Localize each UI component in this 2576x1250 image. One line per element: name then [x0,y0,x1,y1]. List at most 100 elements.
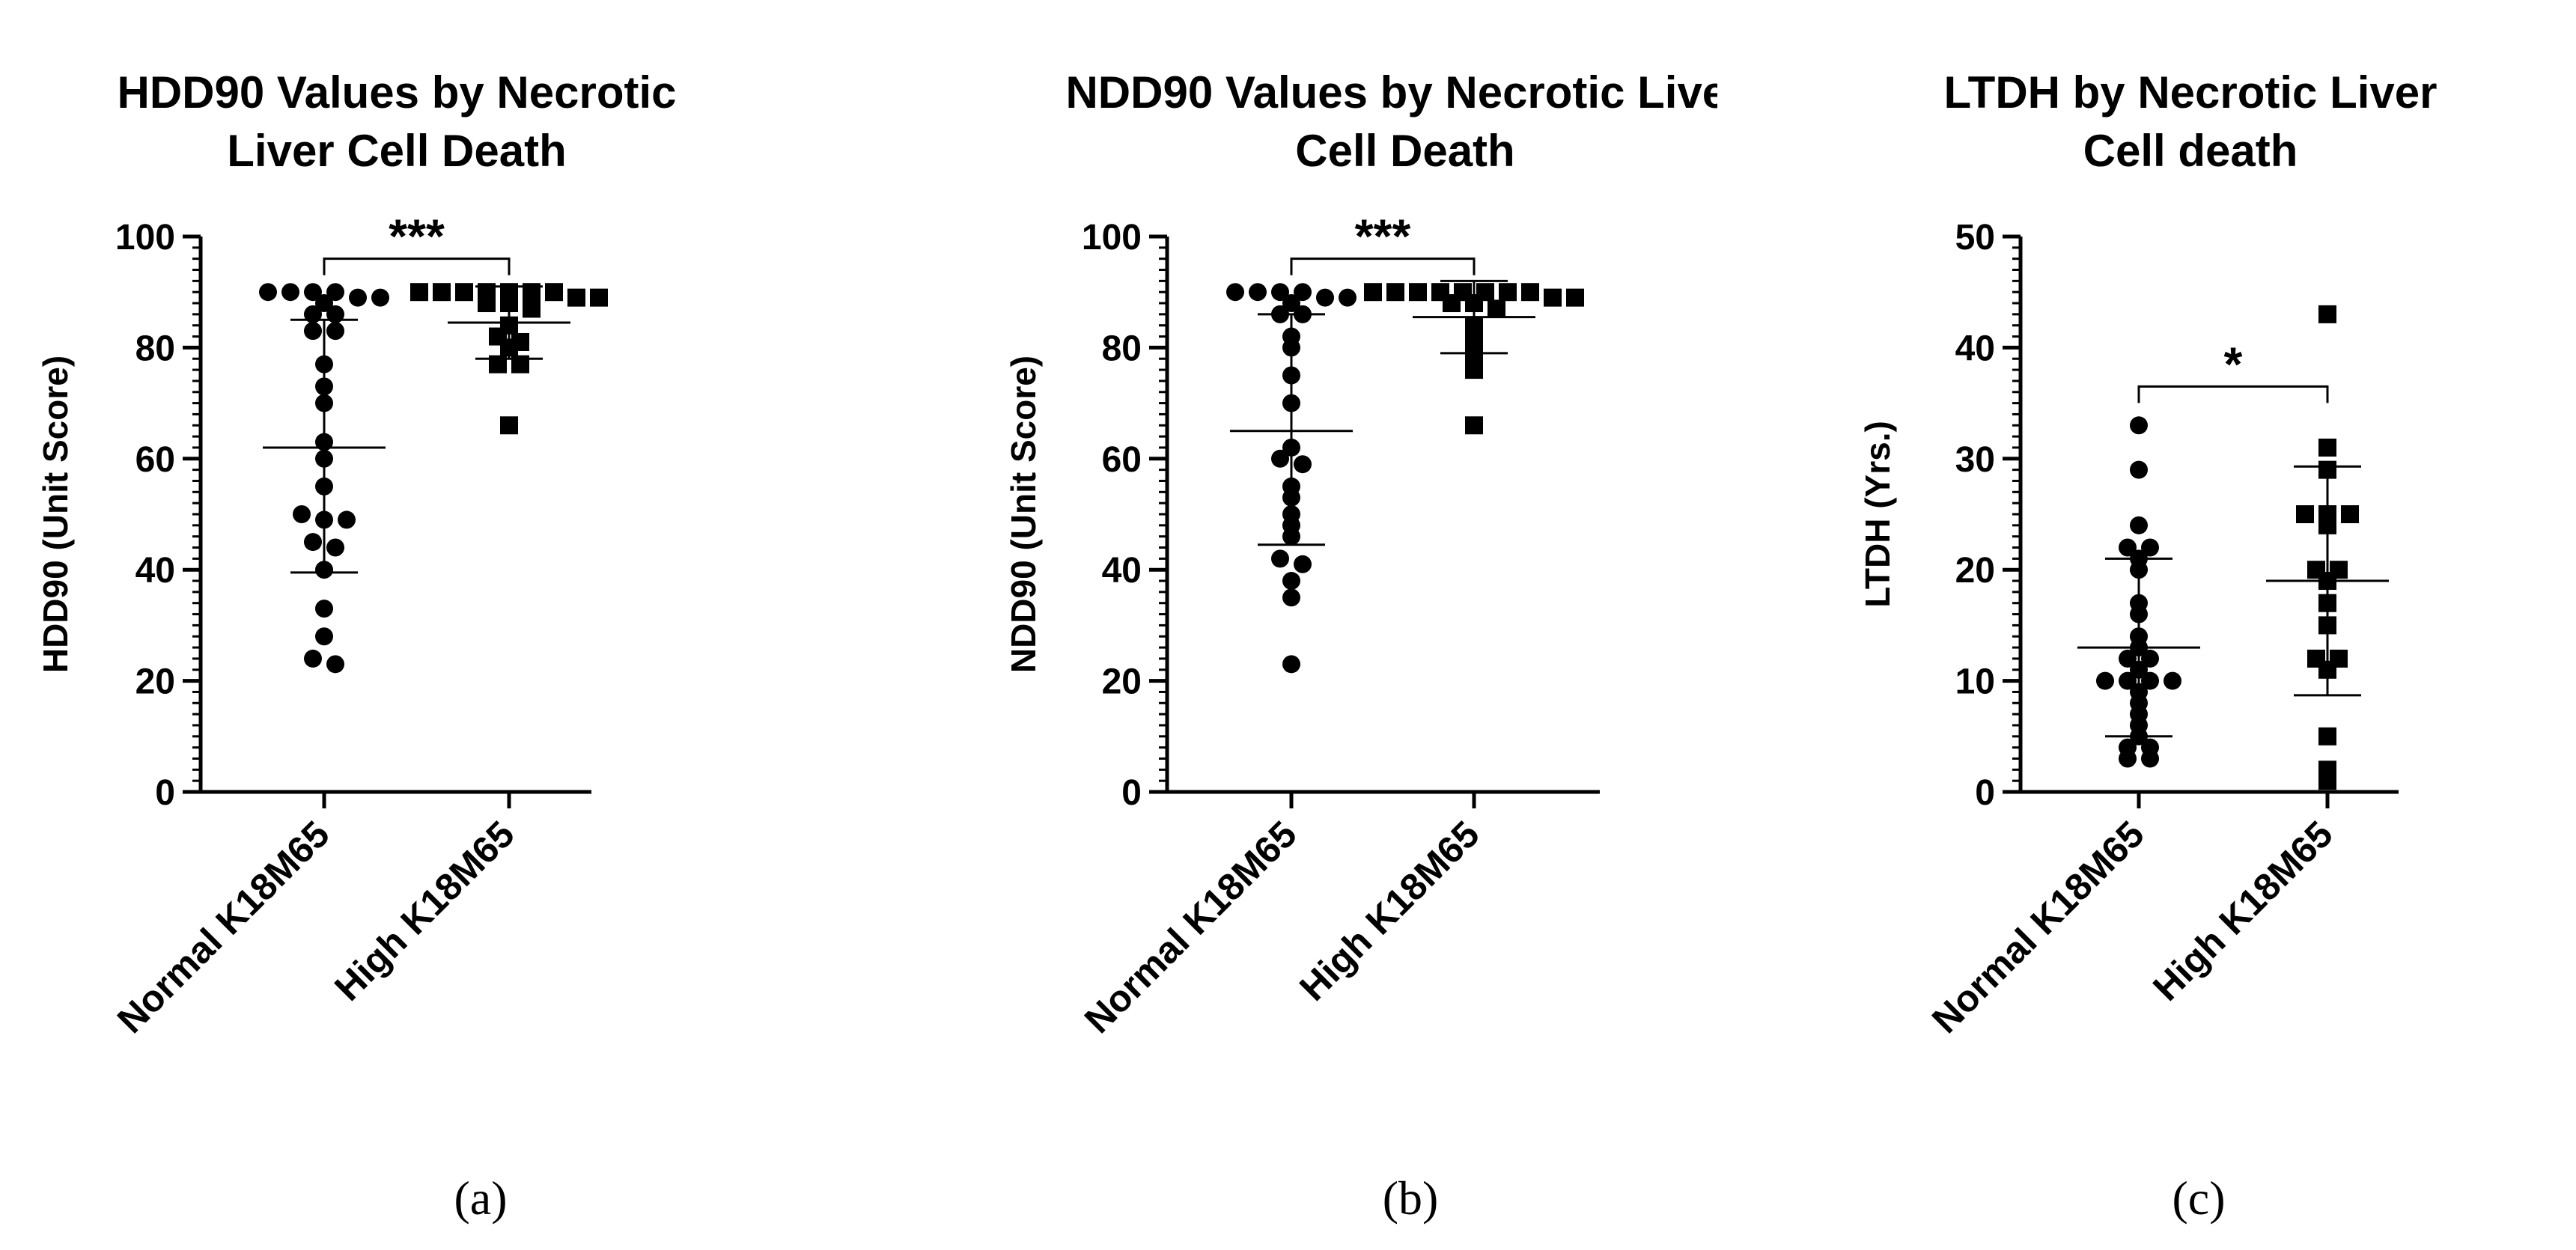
x-category-label: High K18M65 [2145,813,2341,1009]
data-point-square [1521,283,1539,302]
y-axis-label: HDD90 (Unit Score) [36,356,75,673]
y-tick-label: 0 [1121,773,1142,813]
y-tick-label: 40 [1102,551,1142,591]
data-point-square [2296,505,2314,523]
y-tick-label: 100 [1082,218,1142,257]
data-point-circle [304,649,322,668]
data-point-circle [2119,649,2137,668]
y-tick-label: 50 [1955,218,1995,257]
data-point-circle [2141,671,2159,690]
y-tick-label: 100 [115,218,175,257]
significance-marker: *** [389,210,445,263]
y-axis-label: NDD90 (Unit Score) [1004,356,1043,673]
data-point-square [478,294,496,313]
data-point-circle [1294,283,1312,302]
significance-bracket [1290,257,1476,275]
data-point-circle [326,322,344,341]
data-point-circle [315,600,333,618]
data-point-circle [338,510,356,529]
chart-title-line: LTDH by Necrotic Liver [1943,67,2437,118]
data-point-square [567,288,585,307]
y-axis-label: LTDH (Yrs.) [1858,421,1897,608]
data-point-square [1488,299,1505,318]
chart-title-line: Cell Death [1295,126,1514,176]
y-tick-label: 30 [1955,440,1995,480]
data-point-circle [2096,671,2114,690]
data-point-square [2318,438,2336,457]
data-point-circle [326,283,344,302]
data-point-square [1499,283,1517,302]
panel-caption: (c) [2172,1171,2225,1225]
data-point-circle [2141,538,2159,557]
panel-b: NDD90 Values by Necrotic Liver Cell Death… [859,0,1717,1250]
data-point-circle [1339,288,1356,307]
data-point-circle [2119,538,2137,557]
data-point-square [1364,283,1382,302]
y-tick-label: 60 [1102,440,1142,480]
data-point-circle [1282,655,1300,674]
data-point-circle [259,283,277,302]
data-point-circle [1271,283,1289,302]
data-point-circle [1271,549,1289,568]
data-point-circle [1249,283,1267,302]
chart-title-line: Cell death [2083,126,2298,176]
data-point-circle [371,288,389,307]
data-point-circle [2130,416,2148,435]
data-point-circle [2130,460,2148,479]
significance-bracket [2137,385,2329,403]
data-point-square [590,288,608,307]
panel-caption: (b) [1383,1171,1439,1225]
data-point-circle [2119,671,2137,690]
data-point-circle [304,533,322,552]
y-tick-label: 40 [136,551,175,591]
data-point-square [1566,288,1584,307]
data-point-circle [2130,516,2148,534]
data-point-square [1386,283,1404,302]
data-point-circle [304,322,322,341]
data-point-circle [1294,555,1312,573]
data-point-square [2318,727,2336,746]
data-point-circle [326,538,344,557]
x-category-label: Normal K18M65 [1924,813,2152,1041]
chart-title-line: NDD90 Values by Necrotic Liver [1065,67,1717,118]
data-point-circle [1271,449,1289,468]
data-point-square [523,299,541,318]
significance-marker: * [2224,337,2243,391]
data-point-square [1465,416,1483,435]
data-point-circle [293,505,311,523]
data-point-square [2318,305,2336,323]
x-category-label: High K18M65 [326,813,523,1009]
x-category-label: Normal K18M65 [109,813,338,1041]
chart-title-line: Liver Cell Death [227,126,567,176]
data-point-circle [2119,749,2137,768]
data-point-square [545,283,563,302]
panel-a: HDD90 Values by Necrotic Liver Cell Death… [0,0,859,1250]
data-point-circle [1282,572,1300,591]
significance-bracket [323,257,511,275]
panel-c: LTDH by Necrotic Liver Cell death 0 10 20 30 4… [1717,0,2576,1250]
data-point-circle [2141,649,2159,668]
data-point-circle [1282,294,1300,313]
data-point-square [410,283,428,302]
x-category-label: High K18M65 [1291,813,1488,1009]
y-tick-label: 80 [1102,329,1142,368]
significance-marker: *** [1355,210,1411,263]
y-tick-label: 20 [1955,551,1995,591]
chart-title-line: HDD90 Values by Necrotic [118,67,677,118]
chart-a: HDD90 Values by Necrotic Liver Cell Death… [36,67,677,1225]
data-point-square [2341,505,2359,523]
data-point-circle [315,627,333,646]
data-point-circle [349,288,367,307]
data-point-circle [1316,288,1334,307]
chart-c: LTDH by Necrotic Liver Cell death 0 10 20 30 4… [1858,67,2438,1225]
y-tick-label: 20 [136,662,175,702]
data-point-circle [315,294,333,313]
data-point-square [1443,294,1461,313]
data-point-circle [281,283,299,302]
y-tick-label: 60 [136,440,175,480]
data-point-square [2318,772,2336,790]
data-point-circle [1282,588,1300,607]
data-point-square [1544,288,1562,307]
x-category-label: Normal K18M65 [1077,813,1305,1041]
data-point-square [433,283,451,302]
